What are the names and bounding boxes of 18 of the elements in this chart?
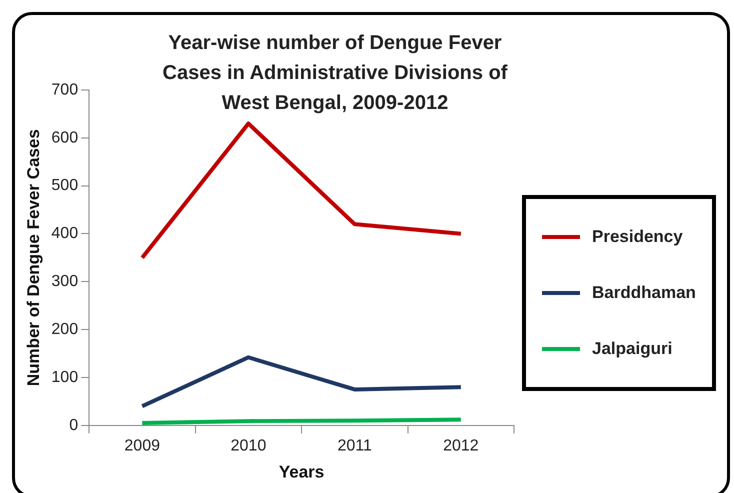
y-tick-label: 0 bbox=[69, 416, 78, 434]
legend-label: Barddhaman bbox=[592, 283, 696, 303]
y-tick-label: 400 bbox=[51, 225, 78, 242]
y-axis-title: Number of Dengue Fever Cases bbox=[24, 129, 43, 386]
legend-label: Presidency bbox=[592, 227, 683, 247]
x-tick-label: 2010 bbox=[230, 437, 266, 454]
x-tick-label: 2011 bbox=[337, 437, 372, 454]
y-tick-label: 300 bbox=[51, 273, 78, 290]
y-tick-label: 200 bbox=[51, 320, 78, 338]
x-axis-title: Years bbox=[278, 462, 324, 482]
y-tick-label: 700 bbox=[51, 81, 78, 98]
x-tick-label: 2009 bbox=[124, 437, 160, 454]
y-tick-label: 600 bbox=[51, 129, 78, 146]
chart-title: Year-wise number of Dengue Fever Cases in Administrative Divisions of West Bengal, 2009-2012 bbox=[162, 31, 508, 116]
y-tick-label: 100 bbox=[51, 368, 78, 386]
y-tick-label: 500 bbox=[51, 177, 78, 194]
legend-label: Jalpaiguri bbox=[592, 339, 672, 359]
x-tick-label: 2012 bbox=[443, 437, 479, 454]
